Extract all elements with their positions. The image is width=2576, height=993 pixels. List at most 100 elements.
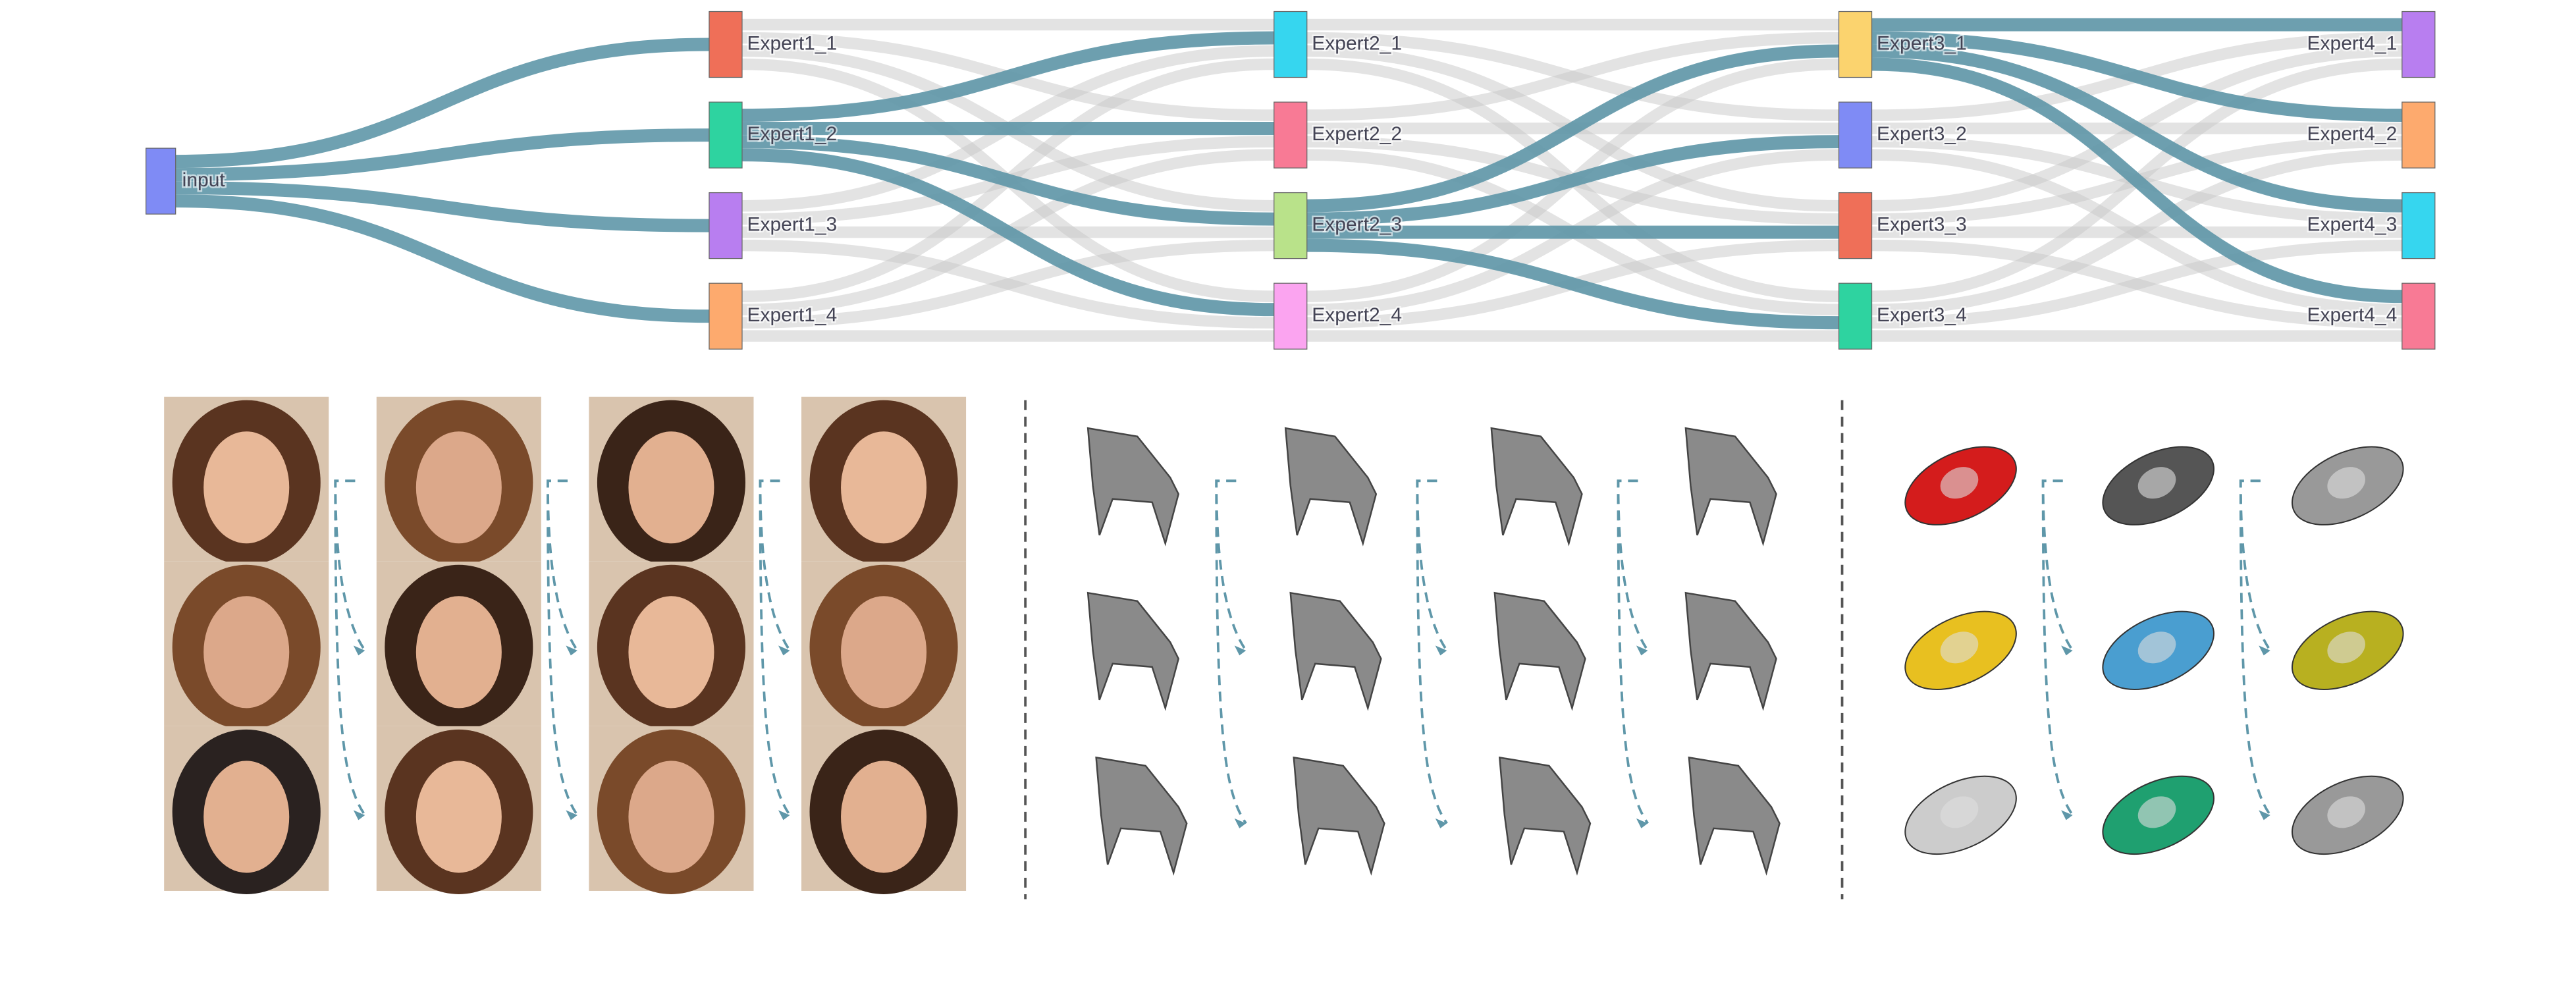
arrow bbox=[1617, 479, 1649, 651]
highlight-link bbox=[175, 38, 709, 169]
highlight-link bbox=[175, 181, 709, 232]
node-label: Expert3_2 bbox=[1877, 123, 1967, 145]
highlight-link bbox=[1306, 44, 1839, 213]
arrow bbox=[334, 479, 366, 651]
node-label: input bbox=[182, 169, 226, 191]
arrow bbox=[2239, 479, 2272, 816]
car-window bbox=[1940, 631, 1979, 664]
face-skin bbox=[416, 761, 502, 873]
node-label: Expert1_3 bbox=[747, 214, 837, 236]
node bbox=[1838, 11, 1873, 78]
face-skin bbox=[203, 431, 290, 544]
link bbox=[1871, 149, 2402, 315]
chair-render bbox=[1490, 427, 1583, 547]
sankey-links bbox=[175, 18, 2402, 342]
node-label: Expert2_1 bbox=[1312, 32, 1402, 54]
arrowhead bbox=[1234, 818, 1247, 828]
arrow bbox=[1416, 479, 1448, 651]
chair-render bbox=[1493, 591, 1586, 711]
face-skin bbox=[628, 761, 714, 873]
node bbox=[709, 282, 743, 350]
car-window bbox=[2327, 467, 2365, 499]
node-label: Expert4_1 bbox=[2307, 32, 2398, 54]
arrowhead bbox=[1636, 818, 1648, 828]
node bbox=[2402, 192, 2436, 259]
chair-render bbox=[1293, 756, 1385, 876]
node bbox=[1274, 282, 1308, 350]
node bbox=[2402, 282, 2436, 350]
face-skin bbox=[628, 596, 714, 709]
highlight-link bbox=[1871, 31, 2402, 122]
node-label: Expert1_1 bbox=[747, 32, 837, 54]
arrowhead bbox=[353, 810, 365, 820]
arrowhead bbox=[2259, 645, 2270, 656]
chair-render bbox=[1087, 427, 1180, 547]
node-label: Expert2_4 bbox=[1312, 304, 1402, 326]
arrowhead bbox=[1234, 645, 1247, 656]
highlight-link bbox=[1871, 57, 2402, 304]
arrow bbox=[547, 479, 579, 816]
car-window bbox=[2327, 796, 2365, 828]
face-skin bbox=[416, 596, 502, 709]
arrowhead bbox=[2061, 645, 2073, 656]
node-label: Expert3_3 bbox=[1877, 214, 1967, 236]
highlight-link bbox=[1871, 44, 2402, 213]
face-skin bbox=[416, 431, 502, 544]
face-skin bbox=[841, 431, 927, 544]
node-label: Expert3_4 bbox=[1877, 304, 1967, 326]
node-label: Expert4_4 bbox=[2307, 304, 2398, 326]
car-window bbox=[2137, 796, 2176, 828]
highlight-link bbox=[1306, 135, 1839, 226]
car-window bbox=[1940, 467, 1979, 499]
chair-render bbox=[1684, 427, 1777, 547]
link bbox=[1871, 239, 2402, 329]
car-window bbox=[2327, 631, 2365, 664]
node-label: Expert4_2 bbox=[2307, 123, 2398, 145]
arrow bbox=[1215, 479, 1247, 651]
node bbox=[1838, 282, 1873, 350]
highlight-link bbox=[175, 128, 709, 182]
arrow bbox=[1416, 479, 1448, 824]
chair-render bbox=[1284, 427, 1378, 547]
link bbox=[1306, 32, 1839, 121]
chair-render bbox=[1289, 591, 1382, 711]
arrowhead bbox=[1435, 818, 1447, 828]
node-label: Expert4_3 bbox=[2307, 214, 2398, 236]
highlight-link bbox=[741, 135, 1274, 226]
chair-render bbox=[1498, 756, 1592, 876]
highlight-link bbox=[1306, 238, 1839, 330]
node bbox=[1274, 101, 1308, 169]
arrow bbox=[1617, 479, 1649, 824]
arrow bbox=[2041, 479, 2074, 651]
arrow bbox=[1215, 479, 1247, 824]
node bbox=[2402, 101, 2436, 169]
arrow bbox=[759, 479, 792, 651]
arrow bbox=[334, 479, 366, 816]
example-panels bbox=[164, 396, 2404, 894]
node bbox=[1838, 101, 1873, 169]
arrowhead bbox=[566, 810, 577, 820]
highlight-link bbox=[741, 31, 1274, 122]
node bbox=[1274, 11, 1308, 78]
highlight-link bbox=[175, 194, 709, 323]
arrow bbox=[2239, 479, 2272, 651]
arrowhead bbox=[1435, 645, 1447, 656]
arrowhead bbox=[778, 645, 790, 656]
node-label: Expert1_4 bbox=[747, 304, 837, 326]
highlight-link bbox=[741, 148, 1274, 317]
arrow bbox=[759, 479, 792, 816]
chair-render bbox=[1087, 591, 1180, 711]
node-label: Expert2_2 bbox=[1312, 123, 1402, 145]
node bbox=[709, 192, 743, 259]
node bbox=[146, 148, 176, 215]
car-window bbox=[1940, 796, 1979, 828]
arrowhead bbox=[566, 645, 577, 656]
node bbox=[709, 101, 743, 169]
node bbox=[1838, 192, 1873, 259]
chair-render bbox=[1095, 756, 1188, 876]
arrowhead bbox=[778, 810, 790, 820]
car-window bbox=[2137, 631, 2176, 664]
arrow bbox=[547, 479, 579, 651]
arrowhead bbox=[353, 645, 365, 656]
